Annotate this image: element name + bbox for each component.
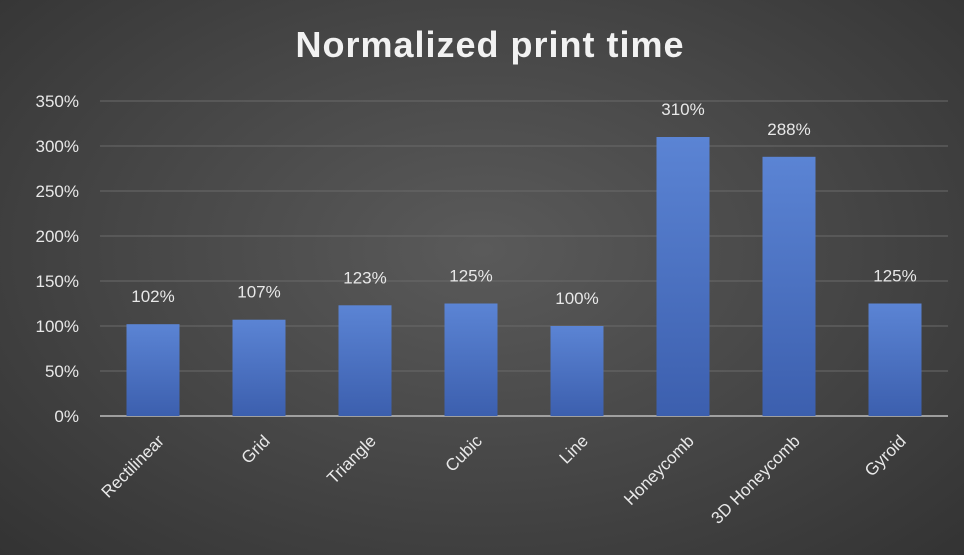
data-label: 107% bbox=[237, 283, 280, 302]
x-category-label: Honeycomb bbox=[620, 431, 698, 509]
data-label: 100% bbox=[555, 289, 598, 308]
y-tick-label: 250% bbox=[36, 182, 79, 201]
bar bbox=[550, 326, 604, 416]
bars bbox=[126, 137, 922, 417]
bar bbox=[868, 303, 922, 416]
data-label: 102% bbox=[131, 287, 174, 306]
y-tick-label: 150% bbox=[36, 272, 79, 291]
y-tick-label: 0% bbox=[54, 407, 79, 426]
bar bbox=[444, 303, 498, 416]
data-label: 125% bbox=[449, 267, 492, 286]
x-category-label: Rectilinear bbox=[98, 431, 168, 501]
x-category-label: Triangle bbox=[323, 431, 379, 487]
x-category-label: Grid bbox=[238, 431, 274, 467]
y-tick-label: 100% bbox=[36, 317, 79, 336]
y-tick-label: 200% bbox=[36, 227, 79, 246]
data-label: 125% bbox=[873, 267, 916, 286]
bar bbox=[126, 324, 180, 416]
x-category-label: Cubic bbox=[442, 431, 487, 476]
data-label: 123% bbox=[343, 268, 386, 287]
y-tick-label: 50% bbox=[45, 362, 79, 381]
y-tick-label: 350% bbox=[36, 92, 79, 111]
x-category-label: Gyroid bbox=[861, 431, 910, 480]
data-label: 310% bbox=[661, 100, 704, 119]
y-tick-label: 300% bbox=[36, 137, 79, 156]
y-axis-ticks: 0% 50% 100% 150% 200% 250% 300% 350% bbox=[36, 92, 79, 426]
bar bbox=[338, 305, 392, 416]
chart-title: Normalized print time bbox=[295, 24, 684, 65]
bar bbox=[232, 319, 286, 416]
x-category-label: Line bbox=[556, 431, 592, 467]
data-label: 288% bbox=[767, 120, 810, 139]
x-axis-categories: Rectilinear Grid Triangle Cubic Line Honeycom… bbox=[98, 431, 910, 528]
bar bbox=[656, 137, 710, 416]
x-category-label: 3D Honeycomb bbox=[708, 431, 804, 527]
bar bbox=[762, 156, 816, 417]
data-labels: 102% 107% 123% 125% 100% 310% 288% 125% bbox=[131, 100, 916, 308]
gridlines bbox=[100, 100, 948, 417]
